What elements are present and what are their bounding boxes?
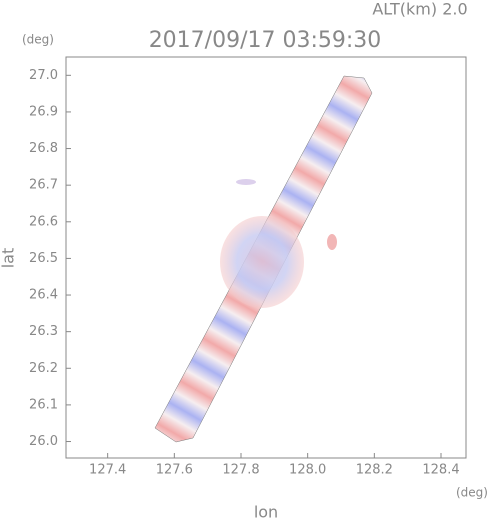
y-unit: (deg) xyxy=(22,33,54,47)
x-tick-label: 127.6 xyxy=(156,463,193,478)
x-tick-label: 128.4 xyxy=(422,463,459,478)
y-tick-label: 26.4 xyxy=(29,288,58,303)
subtitle: ALT(km) 2.0 xyxy=(372,0,467,19)
x-tick-label: 128.0 xyxy=(289,463,326,478)
x-tick-label: 127.8 xyxy=(222,463,259,478)
y-tick-label: 26.5 xyxy=(29,251,58,266)
x-tick-label: 128.2 xyxy=(356,463,393,478)
y-tick-label: 26.9 xyxy=(29,104,58,119)
radar-swath xyxy=(154,75,373,443)
y-tick-label: 27.0 xyxy=(29,68,58,83)
y-tick-label: 26.1 xyxy=(29,397,58,412)
x-axis-label: lon xyxy=(254,503,278,522)
y-axis-label: lat xyxy=(0,248,18,269)
y-tick-label: 26.6 xyxy=(29,214,58,229)
y-tick-label: 26.8 xyxy=(29,141,58,156)
echo-patch xyxy=(236,179,256,185)
y-tick-label: 26.3 xyxy=(29,324,58,339)
y-tick-label: 26.0 xyxy=(29,434,58,449)
x-unit: (deg) xyxy=(456,486,488,500)
echo-patch xyxy=(327,234,337,250)
y-tick-label: 26.2 xyxy=(29,361,58,376)
x-tick-label: 127.4 xyxy=(89,463,126,478)
chart-title: 2017/09/17 03:59:30 xyxy=(149,28,382,53)
plot-frame xyxy=(65,56,467,459)
y-tick-label: 26.7 xyxy=(29,178,58,193)
echo-cluster xyxy=(220,216,304,308)
